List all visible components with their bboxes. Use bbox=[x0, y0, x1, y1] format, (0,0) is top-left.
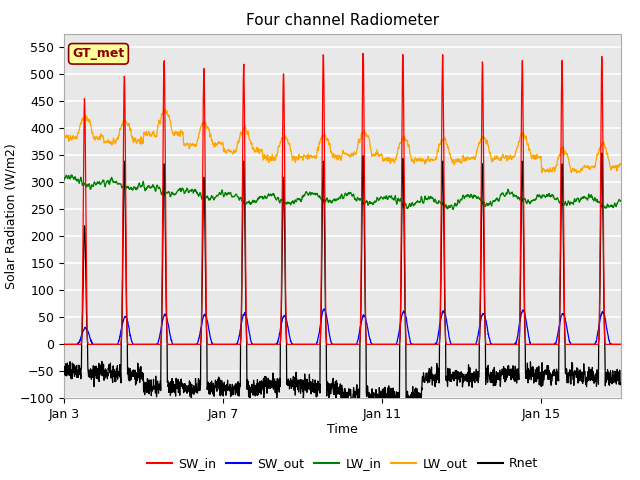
Text: GT_met: GT_met bbox=[72, 48, 125, 60]
Legend: SW_in, SW_out, LW_in, LW_out, Rnet: SW_in, SW_out, LW_in, LW_out, Rnet bbox=[142, 452, 543, 475]
Title: Four channel Radiometer: Four channel Radiometer bbox=[246, 13, 439, 28]
Y-axis label: Solar Radiation (W/m2): Solar Radiation (W/m2) bbox=[4, 143, 17, 289]
X-axis label: Time: Time bbox=[327, 422, 358, 435]
